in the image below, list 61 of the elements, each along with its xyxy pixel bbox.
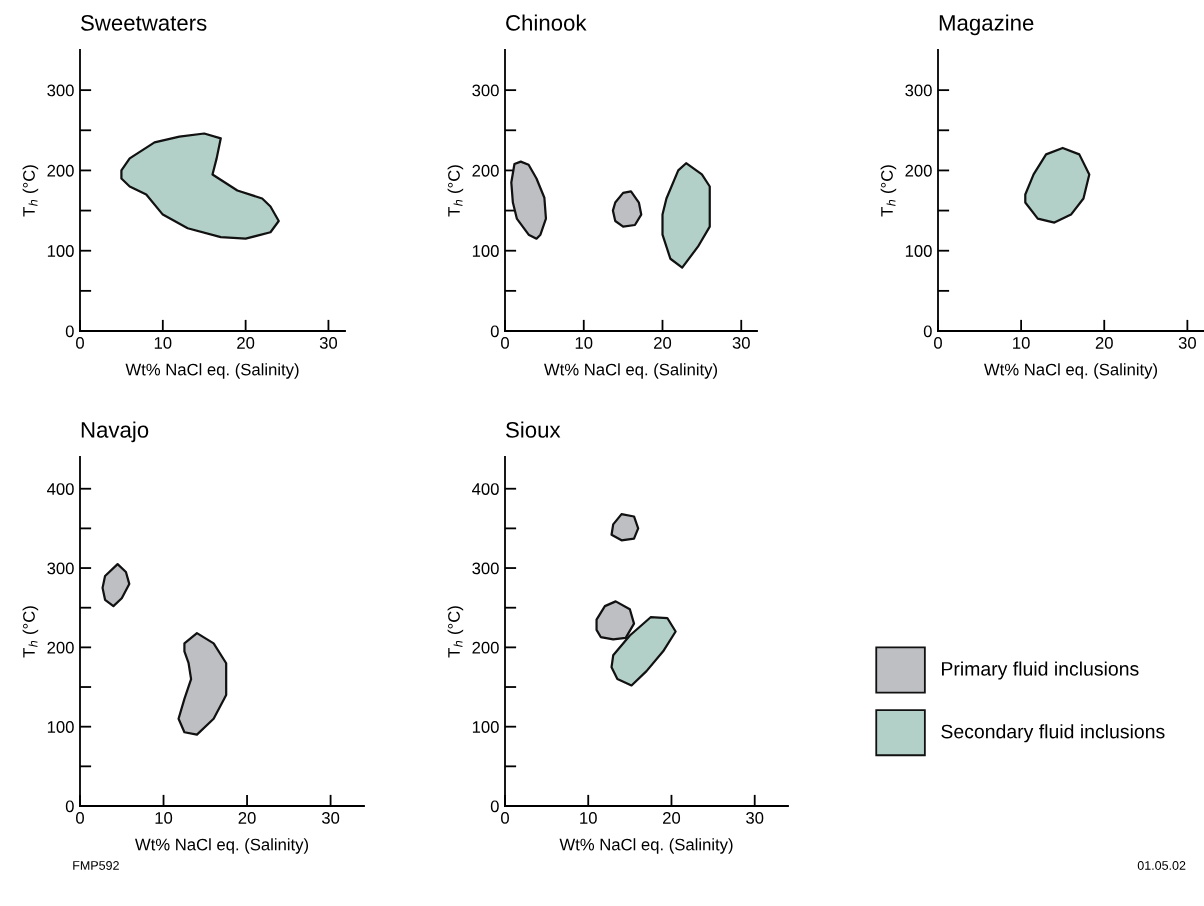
x-tick-label: 20 — [237, 337, 255, 349]
x-tick-label: 0 — [501, 337, 509, 349]
x-tick-label: 0 — [501, 812, 509, 824]
chart-title: Sioux — [506, 421, 561, 438]
y-tick-label: 0 — [923, 325, 932, 338]
y-tick-label: 300 — [905, 84, 932, 97]
x-tick-label: 10 — [1013, 337, 1030, 349]
x-tick-label: 20 — [663, 812, 681, 824]
y-tick-label: 400 — [472, 483, 499, 495]
y-tick-label: 100 — [472, 245, 499, 257]
x-axis-title: Wt% NaCl eq. (Salinity) — [544, 363, 718, 379]
chart-title: Navajo — [81, 421, 149, 443]
x-tick-label: 30 — [319, 337, 338, 349]
y-tick-label: 200 — [47, 641, 74, 654]
y-tick-label: 300 — [47, 562, 74, 575]
chart-title: Sweetwaters — [81, 15, 207, 31]
x-tick-label: 0 — [934, 337, 942, 349]
y-tick-label: 0 — [490, 800, 499, 813]
x-tick-label: 0 — [76, 337, 84, 349]
x-axis-title: Wt% NaCl eq. (Salinity) — [984, 363, 1158, 379]
x-tick-label: 30 — [1178, 337, 1196, 349]
text: FMP592 — [73, 861, 119, 870]
y-tick-label: 0 — [65, 325, 74, 338]
x-tick-label: 30 — [321, 812, 340, 824]
y-tick-label: 100 — [905, 245, 932, 257]
y-axis-title: T$_{h}$ (°C) — [22, 606, 39, 658]
y-tick-label: 0 — [490, 325, 499, 338]
y-tick-label: 200 — [905, 164, 932, 177]
x-tick-label: 30 — [732, 337, 750, 349]
x-tick-label: 30 — [746, 812, 764, 824]
legend-label: Secondary fluid inclusions — [941, 724, 1165, 743]
x-tick-label: 20 — [1095, 337, 1113, 349]
text: 01.05.02 — [1137, 861, 1186, 870]
y-tick-label: 100 — [47, 245, 74, 257]
y-tick-label: 300 — [47, 84, 74, 97]
chart-title: Magazine — [939, 14, 1034, 36]
y-axis-title: T$_{h}$ (°C) — [447, 606, 464, 658]
y-tick-label: 300 — [472, 562, 499, 575]
chart-title: Chinook — [506, 14, 587, 31]
x-tick-label: 20 — [654, 337, 672, 349]
y-axis-title: T$_{h}$ (°C) — [22, 165, 39, 217]
y-tick-label: 100 — [472, 721, 499, 733]
y-axis-title: T$_{h}$ (°C) — [447, 165, 464, 217]
y-tick-label: 200 — [472, 164, 499, 177]
y-tick-label: 300 — [472, 84, 499, 97]
x-tick-label: 10 — [155, 812, 173, 824]
x-tick-label: 0 — [76, 812, 84, 824]
x-axis-title: Wt% NaCl eq. (Salinity) — [125, 363, 299, 379]
x-tick-label: 10 — [154, 337, 172, 349]
y-tick-label: 200 — [472, 641, 499, 654]
y-tick-label: 0 — [65, 800, 74, 813]
x-tick-label: 10 — [580, 812, 597, 824]
y-tick-label: 200 — [47, 164, 74, 177]
legend-label: Primary fluid inclusions — [942, 661, 1139, 680]
y-tick-label: 400 — [47, 483, 74, 495]
y-axis-title: T$_{h}$ (°C) — [880, 165, 897, 217]
x-tick-label: 10 — [575, 337, 593, 349]
y-tick-label: 100 — [47, 721, 74, 733]
x-axis-title: Wt% NaCl eq. (Salinity) — [135, 838, 309, 854]
x-axis-title: Wt% NaCl eq. (Salinity) — [559, 838, 733, 854]
x-tick-label: 20 — [238, 812, 256, 824]
